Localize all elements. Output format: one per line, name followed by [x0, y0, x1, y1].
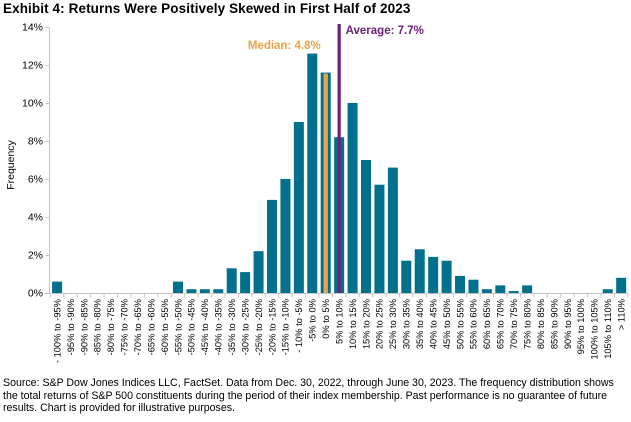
- bar-10%to15%: [347, 103, 358, 293]
- bar-40%to45%: [428, 256, 439, 293]
- x-tick-label: -30% to -25%: [240, 299, 250, 355]
- x-tick-label: -40% to -35%: [214, 299, 224, 355]
- y-axis-title: Frequency: [5, 139, 17, 189]
- bar--40%to-35%: [213, 289, 224, 293]
- x-tick-label: -15% to -10%: [281, 299, 291, 355]
- bar-45%to50%: [441, 260, 452, 293]
- bar-70%to75%: [508, 291, 519, 293]
- returns-histogram: 0% 2% 4% 6% 8% 10% 12% 14% Frequency - 100% to -9…: [5, 22, 629, 363]
- bar--20%to-15%: [266, 199, 277, 293]
- y-tick-label: 0%: [28, 288, 43, 300]
- x-tick-label: -55% to -50%: [173, 299, 183, 355]
- x-tick-label: 70% to 75%: [509, 299, 519, 349]
- bar--5%to0%: [307, 53, 318, 293]
- y-tick-label: 4%: [28, 212, 43, 224]
- bar-15%to20%: [361, 160, 372, 293]
- x-tick-label: 30% to 35%: [402, 299, 412, 349]
- median-line: [323, 73, 328, 293]
- x-tick-label: 100% to 105%: [590, 299, 600, 359]
- y-tick-label: 10%: [22, 98, 43, 110]
- x-tick-label: 5% to 10%: [334, 299, 344, 344]
- x-tick-label: 35% to 40%: [415, 299, 425, 349]
- x-tick-label: 25% to 30%: [388, 299, 398, 349]
- x-tick-label: 60% to 65%: [482, 299, 492, 349]
- bar-50%to55%: [455, 275, 466, 293]
- y-tick-label: 12%: [22, 60, 43, 72]
- bar--15%to-10%: [280, 179, 291, 293]
- x-tick-label: -5% to 0%: [308, 299, 318, 342]
- bar-75%to80%: [522, 285, 533, 293]
- x-tick-label: 105% to 110%: [603, 299, 613, 359]
- x-tick-label: 80% to 85%: [536, 299, 546, 349]
- histogram-svg: 0% 2% 4% 6% 8% 10% 12% 14% Frequency - 100% to -9…: [5, 22, 629, 363]
- bar-65%to70%: [495, 285, 506, 293]
- x-tick-label: -85% to -80%: [93, 299, 103, 355]
- x-tick-label: -90% to -85%: [79, 299, 89, 355]
- y-tick-label: 8%: [28, 136, 43, 148]
- x-tick-label: -25% to -20%: [254, 299, 264, 355]
- x-tick-label: 85% to 90%: [549, 299, 559, 349]
- bar--100%to-95%: [52, 281, 63, 293]
- bar--35%to-30%: [226, 268, 237, 293]
- bar-60%to65%: [481, 289, 492, 293]
- x-tick-label: 95% to 100%: [576, 299, 586, 354]
- x-tick-label: 55% to 60%: [469, 299, 479, 349]
- source-note: Source: S&P Dow Jones Indices LLC, FactS…: [3, 377, 614, 415]
- bar-25%to30%: [387, 167, 398, 293]
- x-tick-label: 45% to 50%: [442, 299, 452, 349]
- x-tick-label: 15% to 20%: [361, 299, 371, 349]
- x-tick-label: > 110%: [616, 299, 626, 330]
- average-label: Average: 7.7%: [346, 25, 424, 37]
- bar--50%to-45%: [186, 289, 197, 293]
- bar-105%to110%: [602, 289, 613, 293]
- x-tick-label: -45% to -40%: [200, 299, 210, 355]
- x-tick-label: 65% to 70%: [496, 299, 506, 349]
- y-tick-label: 14%: [22, 22, 43, 34]
- x-tick-label: 0% to 5%: [321, 299, 331, 339]
- bar->110%: [616, 277, 627, 293]
- x-tick-label: -65% to -60%: [146, 299, 156, 355]
- x-tick-label: 75% to 80%: [522, 299, 532, 349]
- y-tick-label: 2%: [28, 250, 43, 262]
- bar-35%to40%: [414, 249, 425, 293]
- chart-title: Exhibit 4: Returns Were Positively Skewe…: [3, 1, 411, 16]
- x-tick-label: 10% to 15%: [348, 299, 358, 349]
- median-label: Median: 4.8%: [248, 40, 321, 52]
- y-tick-label: 6%: [28, 174, 43, 186]
- bar--45%to-40%: [199, 289, 210, 293]
- x-tick-label: 20% to 25%: [375, 299, 385, 349]
- bar-20%to25%: [374, 184, 385, 293]
- bar--10%to-5%: [293, 122, 304, 293]
- x-tick-label: 40% to 45%: [428, 299, 438, 349]
- bar-55%to60%: [468, 279, 479, 293]
- x-tick-label: -95% to -90%: [66, 299, 76, 355]
- average-line: [337, 24, 341, 293]
- x-tick-label: -50% to -45%: [187, 299, 197, 355]
- x-tick-label: - 10% to -5%: [294, 299, 304, 353]
- x-tick-label: -70% to -65%: [133, 299, 143, 355]
- x-tick-label: - 100% to -95%: [52, 299, 62, 363]
- bar--30%to-25%: [240, 272, 251, 293]
- bar--55%to-50%: [172, 281, 183, 293]
- bar-30%to35%: [401, 260, 412, 293]
- x-tick-label: 90% to 95%: [563, 299, 573, 349]
- x-tick-label: -60% to -55%: [160, 299, 170, 355]
- x-tick-label: -75% to -70%: [120, 299, 130, 355]
- x-tick-label: -35% to -30%: [227, 299, 237, 355]
- x-tick-label: 50% to 55%: [455, 299, 465, 349]
- x-tick-label: -80% to -75%: [106, 299, 116, 355]
- x-tick-label: -20% to -15%: [267, 299, 277, 355]
- bar--25%to-20%: [253, 251, 264, 293]
